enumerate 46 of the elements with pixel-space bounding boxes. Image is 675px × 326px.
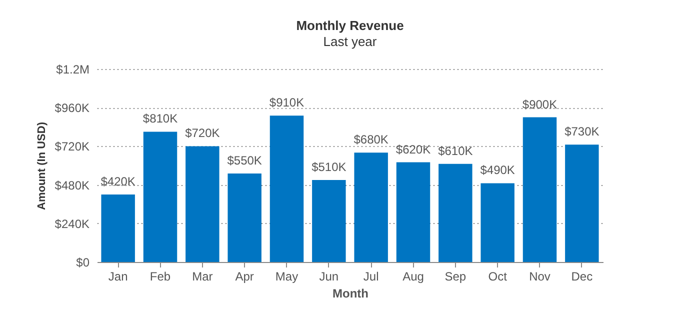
data-label: $720K xyxy=(185,126,220,140)
x-tick-label: Oct xyxy=(488,270,508,284)
x-tick-label: Apr xyxy=(235,270,254,284)
x-tick-label: Mar xyxy=(192,270,213,284)
x-tick-label: May xyxy=(275,270,298,284)
y-tick-label: $0 xyxy=(76,256,90,270)
bar xyxy=(396,162,430,262)
data-label: $510K xyxy=(312,160,346,174)
x-tick-label: Jun xyxy=(319,270,339,284)
x-tick-label: Feb xyxy=(150,270,171,284)
bar xyxy=(101,194,135,262)
y-tick-label: $720K xyxy=(54,140,90,154)
y-tick-label: $960K xyxy=(54,101,90,116)
x-tick-label: Aug xyxy=(402,270,424,284)
x-axis-title: Month xyxy=(332,286,368,300)
bar xyxy=(354,152,388,262)
y-tick-label: $1.2M xyxy=(56,62,90,76)
x-tick-label: Nov xyxy=(529,270,550,284)
bar xyxy=(312,180,346,262)
y-tick-label: $480K xyxy=(54,178,90,192)
bar xyxy=(522,117,557,262)
data-label: $620K xyxy=(396,142,431,156)
data-label: $900K xyxy=(522,97,558,112)
y-tick-label: $240K xyxy=(54,216,90,231)
data-label: $680K xyxy=(354,132,388,147)
y-axis-title: Amount (In USD) xyxy=(36,122,48,210)
x-tick-label: Jul xyxy=(363,270,379,284)
data-label: $420K xyxy=(100,174,136,188)
x-tick-label: Jan xyxy=(108,270,128,284)
data-label: $550K xyxy=(227,154,262,168)
bar xyxy=(565,144,599,262)
chart-subtitle: Last year xyxy=(323,34,378,49)
data-label: $730K xyxy=(564,124,600,139)
bar xyxy=(143,132,178,262)
chart-title: Monthly Revenue xyxy=(296,18,404,33)
data-label: $610K xyxy=(438,144,473,158)
bar xyxy=(270,116,304,262)
x-tick-label: Dec xyxy=(571,270,593,284)
bar xyxy=(438,164,472,262)
data-label: $910K xyxy=(269,96,304,110)
bar xyxy=(228,174,262,262)
bar xyxy=(480,183,514,262)
data-label: $490K xyxy=(480,163,515,178)
x-tick-label: Sep xyxy=(444,270,466,284)
data-label: $810K xyxy=(142,112,178,126)
bar xyxy=(186,146,220,262)
